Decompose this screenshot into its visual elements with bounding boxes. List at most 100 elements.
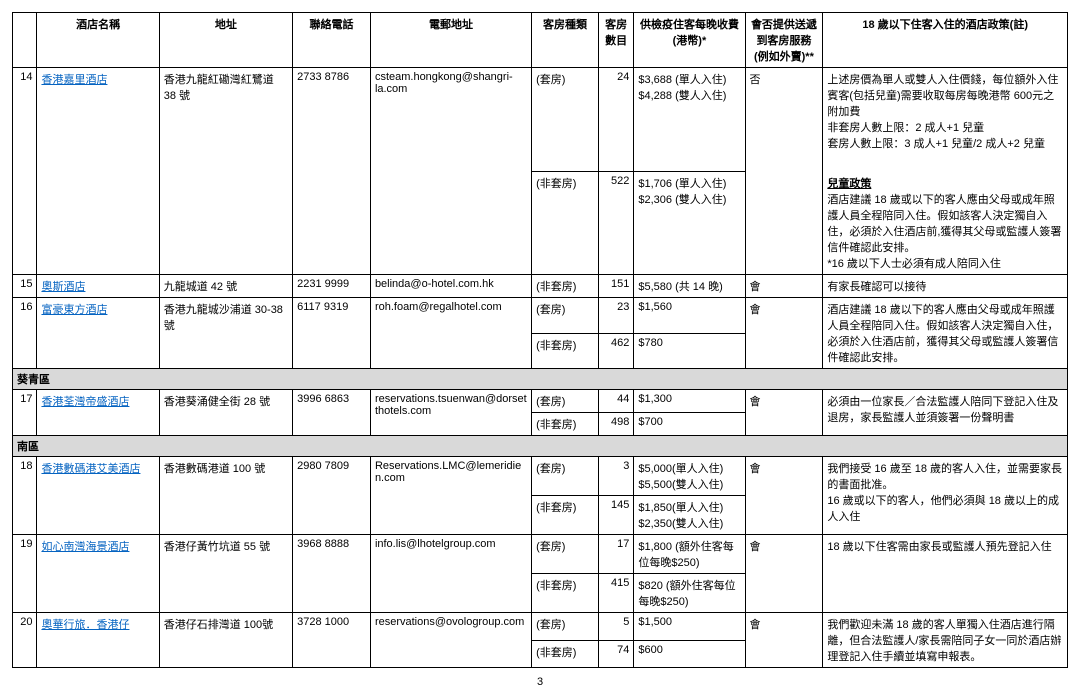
- fee-cell: $820 (額外住客每位每晚$250): [634, 574, 745, 613]
- hotel-link[interactable]: 香港數碼港艾美酒店: [41, 463, 140, 475]
- hotel-name-cell: 如心南灣海景酒店: [37, 535, 159, 613]
- delivery-cell: 會: [745, 275, 823, 298]
- policy-cell: 我們歡迎未滿 18 歲的客人單獨入住酒店進行隔離，但合法監護人/家長需陪同子女一…: [823, 613, 1068, 668]
- table-row: 16 富豪東方酒店 香港九龍城沙浦道 30-38 號 6117 9319 roh…: [13, 298, 1068, 334]
- hotel-link[interactable]: 香港荃灣帝盛酒店: [41, 396, 129, 408]
- fee-cell: $5,000(單人入住)$5,500(雙人入住): [634, 457, 745, 496]
- header-name: 酒店名稱: [37, 13, 159, 68]
- hotel-link[interactable]: 如心南灣海景酒店: [41, 541, 129, 553]
- roomtype-cell: (套房): [532, 68, 599, 172]
- header-delivery: 會否提供送遞到客房服務(例如外賣)**: [745, 13, 823, 68]
- header-row: 酒店名稱 地址 聯絡電話 電郵地址 客房種類 客房數目 供檢疫住客每晚收費(港幣…: [13, 13, 1068, 68]
- header-phone: 聯絡電話: [293, 13, 371, 68]
- header-fee: 供檢疫住客每晚收費(港幣)*: [634, 13, 745, 68]
- roomcount-cell: 145: [598, 496, 634, 535]
- table-row: 20 奧華行旅．香港仔 香港仔石排灣道 100號 3728 1000 reser…: [13, 613, 1068, 641]
- roomcount-cell: 498: [598, 413, 634, 436]
- district-label: 南區: [13, 436, 1068, 457]
- policy-cell: 酒店建議 18 歲以下的客人應由父母或成年照護人員全程陪同入住。假如該客人決定獨…: [823, 298, 1068, 369]
- header-num: [13, 13, 37, 68]
- roomcount-cell: 3: [598, 457, 634, 496]
- hotel-name-cell: 香港荃灣帝盛酒店: [37, 390, 159, 436]
- roomtype-cell: (非套房): [532, 333, 599, 369]
- email-cell: reservations.tsuenwan@dorsetthotels.com: [370, 390, 531, 436]
- roomcount-cell: 24: [598, 68, 634, 172]
- roomcount-cell: 5: [598, 613, 634, 641]
- page-number: 3: [12, 676, 1068, 688]
- roomtype-cell: (非套房): [532, 171, 599, 275]
- address-cell: 香港葵涌健全街 28 號: [159, 390, 292, 436]
- phone-cell: 3728 1000: [293, 613, 371, 668]
- phone-cell: 6117 9319: [293, 298, 371, 369]
- table-row: 14 香港嘉里酒店 香港九龍紅磡灣紅鷺道 38 號 2733 8786 cste…: [13, 68, 1068, 172]
- hotel-name-cell: 奧斯酒店: [37, 275, 159, 298]
- fee-cell: $1,560: [634, 298, 745, 334]
- email-cell: roh.foam@regalhotel.com: [370, 298, 531, 369]
- row-num: 15: [13, 275, 37, 298]
- roomtype-cell: (非套房): [532, 640, 599, 668]
- delivery-cell: 會: [745, 613, 823, 668]
- roomtype-cell: (套房): [532, 457, 599, 496]
- delivery-cell: 會: [745, 298, 823, 369]
- row-num: 20: [13, 613, 37, 668]
- policy-cell: 我們接受 16 歲至 18 歲的客人入住，並需要家長的書面批准。16 歲或以下的…: [823, 457, 1068, 535]
- hotel-name-cell: 香港數碼港艾美酒店: [37, 457, 159, 535]
- address-cell: 香港仔黃竹坑道 55 號: [159, 535, 292, 613]
- row-num: 16: [13, 298, 37, 369]
- policy-cell: 必須由一位家長／合法監護人陪同下登記入住及退房，家長監護人並須簽署一份聲明書: [823, 390, 1068, 436]
- hotel-link[interactable]: 奧斯酒店: [41, 281, 85, 293]
- fee-cell: $5,580 (共 14 晚): [634, 275, 745, 298]
- phone-cell: 2231 9999: [293, 275, 371, 298]
- fee-cell: $1,800 (額外住客每位每晚$250): [634, 535, 745, 574]
- row-num: 18: [13, 457, 37, 535]
- policy-cell: 18 歲以下住客需由家長或監護人預先登記入住: [823, 535, 1068, 613]
- roomtype-cell: (非套房): [532, 413, 599, 436]
- email-cell: reservations@ovologroup.com: [370, 613, 531, 668]
- phone-cell: 3996 6863: [293, 390, 371, 436]
- fee-cell: $1,500: [634, 613, 745, 641]
- email-cell: csteam.hongkong@shangri-la.com: [370, 68, 531, 275]
- roomcount-cell: 415: [598, 574, 634, 613]
- fee-cell: $1,300: [634, 390, 745, 413]
- table-row: 17 香港荃灣帝盛酒店 香港葵涌健全街 28 號 3996 6863 reser…: [13, 390, 1068, 413]
- row-num: 19: [13, 535, 37, 613]
- district-row: 南區: [13, 436, 1068, 457]
- roomtype-cell: (非套房): [532, 275, 599, 298]
- roomcount-cell: 74: [598, 640, 634, 668]
- roomtype-cell: (套房): [532, 613, 599, 641]
- roomtype-cell: (非套房): [532, 496, 599, 535]
- email-cell: belinda@o-hotel.com.hk: [370, 275, 531, 298]
- phone-cell: 3968 8888: [293, 535, 371, 613]
- hotel-link[interactable]: 香港嘉里酒店: [41, 74, 107, 86]
- address-cell: 香港九龍紅磡灣紅鷺道 38 號: [159, 68, 292, 275]
- email-cell: info.lis@lhotelgroup.com: [370, 535, 531, 613]
- fee-cell: $600: [634, 640, 745, 668]
- fee-cell: $700: [634, 413, 745, 436]
- hotel-link[interactable]: 富豪東方酒店: [41, 304, 107, 316]
- policy-cell: 有家長確認可以接待: [823, 275, 1068, 298]
- table-row: 15 奧斯酒店 九龍城道 42 號 2231 9999 belinda@o-ho…: [13, 275, 1068, 298]
- phone-cell: 2733 8786: [293, 68, 371, 275]
- district-row: 葵青區: [13, 369, 1068, 390]
- header-address: 地址: [159, 13, 292, 68]
- roomcount-cell: 151: [598, 275, 634, 298]
- table-row: 19 如心南灣海景酒店 香港仔黃竹坑道 55 號 3968 8888 info.…: [13, 535, 1068, 574]
- phone-cell: 2980 7809: [293, 457, 371, 535]
- roomcount-cell: 522: [598, 171, 634, 275]
- row-num: 14: [13, 68, 37, 275]
- delivery-cell: 會: [745, 535, 823, 613]
- hotel-name-cell: 奧華行旅．香港仔: [37, 613, 159, 668]
- address-cell: 九龍城道 42 號: [159, 275, 292, 298]
- policy-cell: 上述房價為單人或雙人入住價錢，每位額外入住賓客(包括兒童)需要收取每房每晚港幣 …: [823, 68, 1068, 275]
- hotel-table: 酒店名稱 地址 聯絡電話 電郵地址 客房種類 客房數目 供檢疫住客每晚收費(港幣…: [12, 12, 1068, 668]
- hotel-link[interactable]: 奧華行旅．香港仔: [41, 619, 129, 631]
- header-policy: 18 歲以下住客入住的酒店政策(註): [823, 13, 1068, 68]
- fee-cell: $1,850(單人入住)$2,350(雙人入住): [634, 496, 745, 535]
- row-num: 17: [13, 390, 37, 436]
- delivery-cell: 否: [745, 68, 823, 275]
- fee-cell: $780: [634, 333, 745, 369]
- roomcount-cell: 17: [598, 535, 634, 574]
- fee-cell: $3,688 (單人入住)$4,288 (雙人入住): [634, 68, 745, 172]
- roomcount-cell: 23: [598, 298, 634, 334]
- delivery-cell: 會: [745, 390, 823, 436]
